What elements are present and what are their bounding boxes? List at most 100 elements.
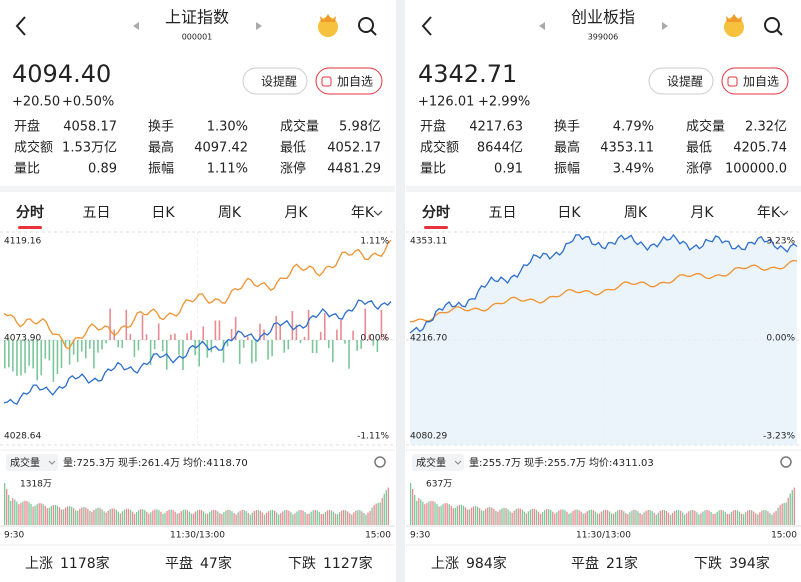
volume-bar (416, 501, 418, 525)
volume-bar (606, 510, 609, 525)
chart-tab[interactable]: 年K (351, 205, 375, 221)
panel-divider (396, 0, 405, 582)
volume-bar (367, 512, 369, 525)
volume-bar (54, 504, 57, 525)
breadth-bar (149, 340, 152, 366)
chart-tab[interactable]: 年K (757, 205, 781, 221)
volume-bar (712, 514, 714, 525)
volume-bar (698, 514, 700, 525)
volume-bar (414, 495, 416, 525)
volume-bar (568, 513, 570, 525)
time-label: 9:30 (4, 531, 24, 541)
breadth-bar (153, 340, 156, 350)
chart-tab[interactable]: 分时 (422, 204, 450, 221)
volume-amount: 量:255.7万 (469, 457, 521, 469)
volume-bar (164, 512, 166, 525)
chart-tab[interactable]: 五日 (83, 205, 111, 221)
volume-bar (574, 509, 576, 525)
volume-bar (154, 509, 156, 525)
volume-bar (669, 514, 672, 525)
alert-button[interactable] (242, 67, 308, 95)
back-button[interactable] (421, 16, 432, 36)
volume-bar (219, 513, 221, 525)
chart-pct-low: -3.23% (763, 432, 795, 442)
volume-bar (184, 509, 186, 525)
volume-bar (142, 509, 144, 525)
volume-bar (328, 509, 331, 525)
volume-bar (97, 507, 99, 525)
volume-bar (556, 512, 558, 525)
volume-bar (613, 513, 615, 525)
volume-bar (515, 509, 517, 525)
volume-bar (330, 510, 333, 525)
watchlist-icon (727, 76, 738, 87)
breadth-bar (356, 340, 358, 351)
breadth-bar (32, 340, 34, 369)
volume-bar (456, 506, 458, 525)
breadth-bar (344, 340, 346, 344)
chart-tab[interactable]: 周K (624, 205, 648, 221)
volume-bar (734, 509, 737, 525)
chart-pct-low: -1.11% (357, 432, 389, 442)
watchlist-button[interactable] (315, 67, 383, 95)
chart-tab[interactable]: 日K (151, 205, 175, 221)
breadth-bar (360, 340, 362, 349)
settings-icon[interactable] (374, 456, 386, 468)
settings-icon[interactable] (780, 456, 792, 468)
volume-bar (229, 510, 231, 525)
volume-bar (493, 508, 495, 525)
next-index[interactable] (256, 22, 262, 30)
volume-bar (531, 508, 534, 525)
volume-bar (576, 509, 578, 525)
volume-selector[interactable] (6, 454, 58, 471)
search-icon[interactable] (764, 17, 780, 33)
breadth-label: 下跌 (288, 556, 316, 572)
breadth-bar (307, 309, 310, 340)
chart-tab[interactable]: 月K (284, 205, 308, 221)
stat-label: 振幅 (554, 162, 580, 177)
chart-tab[interactable]: 月K (690, 205, 714, 221)
volume-bar (135, 511, 138, 525)
volume-bar (746, 510, 749, 525)
volume-bar (8, 495, 10, 525)
volume-bar (381, 497, 383, 525)
back-button[interactable] (15, 16, 26, 36)
volume-bar (722, 510, 724, 525)
volume-bar (302, 510, 304, 525)
volume-bar (481, 510, 483, 525)
search-icon[interactable] (358, 17, 374, 33)
chart-tab[interactable]: 日K (557, 205, 581, 221)
volume-bar (304, 512, 306, 525)
volume-bar (233, 513, 235, 525)
volume-bar (781, 503, 783, 525)
volume-bar (196, 510, 199, 525)
volume-bar (590, 509, 592, 525)
chart-tab[interactable]: 周K (218, 205, 242, 221)
volume-bar (146, 511, 148, 525)
alert-button-label: 设提醒 (667, 74, 703, 89)
volume-bar (292, 514, 294, 525)
stat-label: 振幅 (148, 162, 174, 177)
volume-bar (353, 512, 355, 525)
alert-button[interactable] (648, 67, 714, 95)
volume-bar (460, 504, 463, 525)
volume-bar (387, 487, 389, 525)
chart-low: 4028.64 (4, 432, 41, 442)
volume-bar (245, 511, 247, 525)
prev-index[interactable] (133, 22, 139, 30)
breadth-bar (279, 325, 281, 340)
chart-tab[interactable]: 分时 (16, 204, 44, 221)
watchlist-button[interactable] (721, 67, 789, 95)
stat-label: 开盘 (14, 119, 40, 135)
volume-bar (434, 502, 436, 525)
volume-bar (282, 511, 284, 525)
volume-bar (623, 511, 625, 525)
volume-bar (584, 513, 586, 525)
chart-tab[interactable]: 五日 (489, 205, 517, 221)
volume-selector[interactable] (412, 454, 464, 471)
stat-label: 量比 (420, 162, 446, 177)
volume-bar (308, 513, 310, 525)
prev-index[interactable] (539, 22, 545, 30)
next-index[interactable] (662, 22, 668, 30)
